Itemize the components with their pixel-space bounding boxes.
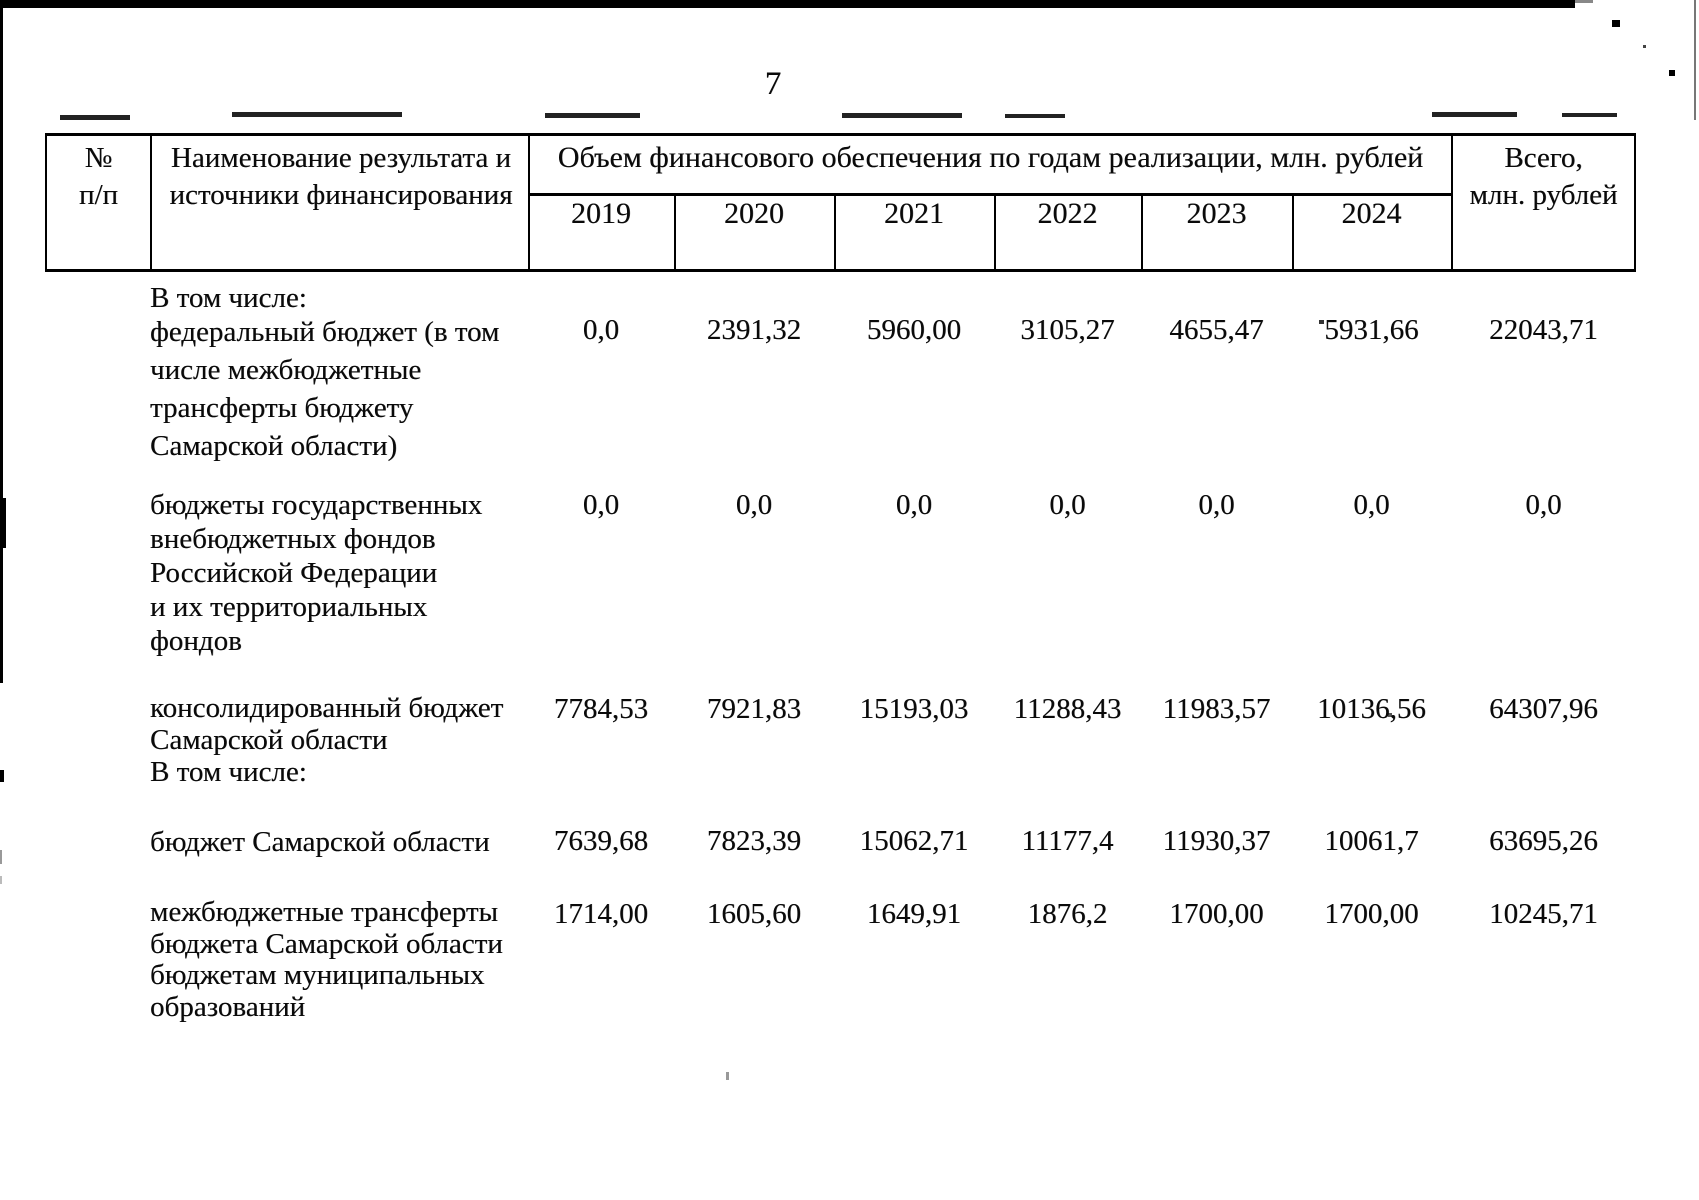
scan-artifact (1432, 112, 1517, 117)
cell-2023: 1700,00 (1169, 898, 1264, 930)
cell-2019: 0,0 (582, 314, 620, 346)
cell-2021: 15193,03 (859, 693, 969, 725)
cell-2024: 1700,00 (1324, 898, 1419, 930)
cell-2020: 2391,32 (706, 314, 802, 346)
cell-2022: 0,0 (1049, 489, 1086, 521)
scan-artifact (1388, 713, 1392, 717)
table-border (150, 133, 152, 272)
cell-2020: 7921,83 (706, 693, 802, 725)
cell-2023: 4655,47 (1169, 314, 1264, 346)
header-year-2023: 2023 (1186, 197, 1247, 230)
scan-artifact (0, 850, 2, 864)
table-border (528, 193, 1451, 196)
scan-artifact (842, 113, 962, 118)
row-label: федеральный бюджет (в том числе межбюдже… (150, 316, 500, 462)
cell-2022: 1876,2 (1027, 898, 1108, 930)
table-border (528, 133, 530, 272)
cell-2023: 11930,37 (1162, 825, 1271, 857)
row-label: бюджет Самарской области (150, 826, 490, 858)
cell-2024: 0,0 (1353, 489, 1390, 521)
cell-total: 64307,96 (1489, 693, 1598, 725)
header-year-2020: 2020 (724, 197, 784, 230)
scan-artifact (545, 113, 640, 118)
cell-2022: 11288,43 (1013, 693, 1122, 725)
cell-2021: 5960,00 (866, 314, 962, 346)
cell-total: 63695,26 (1489, 825, 1598, 857)
scan-artifact (1562, 113, 1617, 117)
cell-2024: 10061,7 (1324, 825, 1419, 857)
scan-artifact (0, 8, 3, 498)
header-num: № п/п (78, 142, 119, 211)
scan-artifact (1694, 0, 1696, 120)
scan-artifact (726, 1072, 729, 1080)
table-border (1292, 194, 1294, 272)
cell-2020: 0,0 (735, 489, 773, 521)
cell-2021: 15062,71 (859, 825, 969, 857)
header-volume-group: Объем финансового обеспечения по годам р… (557, 141, 1424, 174)
header-year-2019: 2019 (571, 197, 631, 230)
scan-artifact (1319, 320, 1324, 324)
scan-artifact (0, 548, 3, 683)
header-year-2024: 2024 (1341, 197, 1402, 230)
cell-2019: 0,0 (582, 489, 620, 521)
cell-2021: 1649,91 (866, 898, 962, 930)
scan-artifact (232, 112, 402, 117)
scan-artifact (0, 876, 2, 884)
scan-artifact (60, 115, 130, 120)
scan-artifact (1575, 0, 1593, 3)
cell-2022: 11177,4 (1021, 825, 1114, 857)
page-number: 7 (764, 66, 782, 102)
cell-2020: 7823,39 (706, 825, 802, 857)
cell-2019: 7639,68 (553, 825, 649, 857)
table-border (834, 194, 836, 272)
table-header-frame (45, 133, 1636, 272)
scan-artifact (0, 498, 6, 548)
cell-total: 0,0 (1525, 489, 1562, 521)
header-year-2022: 2022 (1037, 197, 1098, 230)
row-label: консолидированный бюджет Самарской облас… (150, 692, 504, 788)
header-name: Наименование результата и источники фина… (169, 142, 513, 211)
header-year-2021: 2021 (884, 197, 944, 230)
cell-2024: 10136,56 (1317, 693, 1426, 725)
cell-2019: 1714,00 (553, 898, 649, 930)
cell-2022: 3105,27 (1020, 314, 1115, 346)
scan-artifact (1612, 20, 1620, 27)
scan-artifact (0, 0, 1575, 8)
table-border (1141, 194, 1143, 272)
cell-2019: 7784,53 (553, 693, 649, 725)
cell-2023: 11983,57 (1162, 693, 1271, 725)
cell-total: 10245,71 (1489, 898, 1598, 930)
row-label: межбюджетные трансферты бюджета Самарско… (150, 896, 503, 1023)
cell-2020: 1605,60 (706, 898, 802, 930)
cell-2024: 5931,66 (1324, 314, 1419, 346)
table-border (674, 194, 676, 272)
scan-artifact (1643, 45, 1646, 48)
table-border (1451, 133, 1453, 272)
cell-2021: 0,0 (895, 489, 933, 521)
cell-total: 22043,71 (1489, 314, 1598, 346)
scan-artifact (0, 770, 4, 782)
table-border (994, 194, 996, 272)
scan-artifact (1669, 70, 1675, 76)
row-label: бюджеты государственных внебюджетных фон… (150, 489, 483, 657)
row-label: В том числе: (150, 282, 307, 314)
scan-artifact (1005, 114, 1065, 118)
cell-2023: 0,0 (1198, 489, 1235, 521)
header-total: Всего, млн. рублей (1469, 142, 1618, 211)
